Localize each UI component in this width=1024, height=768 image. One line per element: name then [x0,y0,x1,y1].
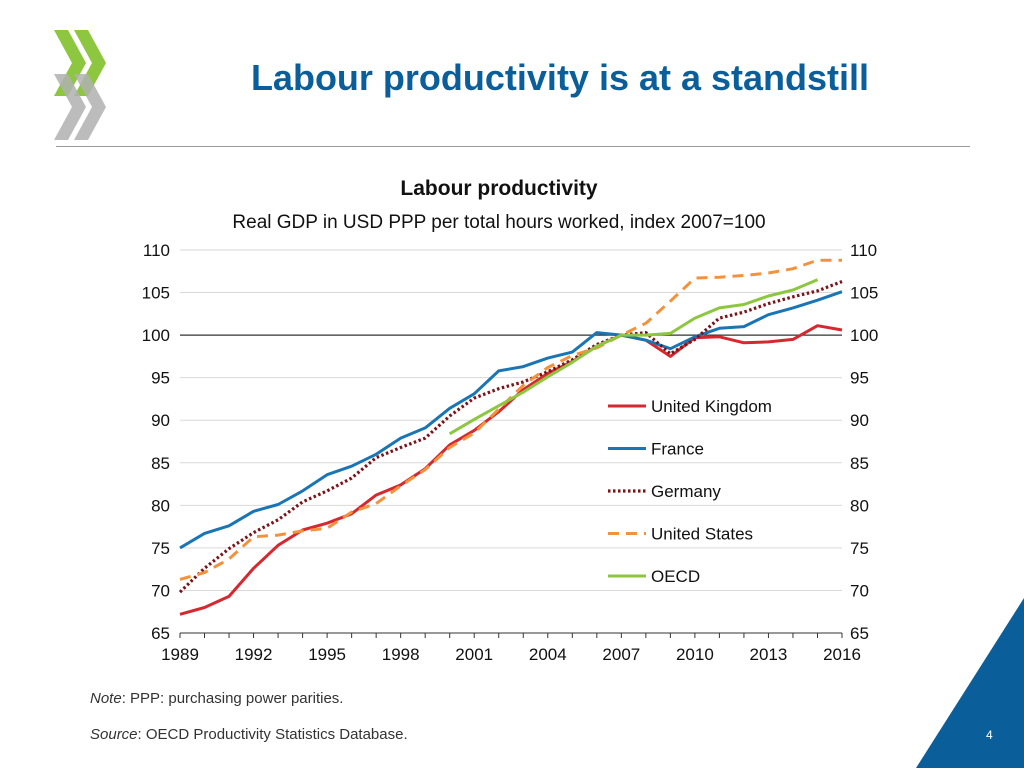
x-tick-label: 2001 [455,645,493,664]
footnote-note: Note: PPP: purchasing power parities. [90,690,343,707]
y-tick-label-left: 105 [142,284,170,303]
note-prefix: Note [90,690,122,707]
x-tick-label: 1995 [308,645,346,664]
x-tick-label: 2007 [602,645,640,664]
chart-title: Labour productivity [400,177,597,200]
legend-label: United Kingdom [651,397,772,416]
y-tick-label-left: 65 [151,624,170,643]
legend-label: France [651,440,704,459]
x-tick-label: 1992 [235,645,273,664]
y-tick-label-right: 90 [850,411,869,430]
source-text: : OECD Productivity Statistics Database. [137,726,408,743]
legend-label: OECD [651,567,700,586]
footnote-source: Source: OECD Productivity Statistics Dat… [90,726,408,743]
x-tick-label: 2010 [676,645,714,664]
y-tick-label-left: 90 [151,411,170,430]
y-tick-label-right: 85 [850,454,869,473]
series-line-france [179,290,843,550]
x-tick-label: 1989 [161,645,199,664]
y-tick-label-right: 105 [850,284,878,303]
corner-decoration [916,598,1024,768]
source-prefix: Source [90,726,138,743]
y-tick-label-right: 80 [850,496,869,515]
chart-subtitle: Real GDP in USD PPP per total hours work… [232,212,765,233]
y-tick-label-left: 95 [151,369,170,388]
labour-productivity-chart: Labour productivity Real GDP in USD PPP p… [142,177,879,664]
x-tick-label: 1998 [382,645,420,664]
note-text: : PPP: purchasing power parities. [121,690,344,707]
y-tick-label-left: 80 [151,496,170,515]
legend-label: Germany [651,482,721,501]
series-line-germany [178,280,843,594]
x-tick-label: 2016 [823,645,861,664]
oecd-chevrons-icon [54,30,106,140]
y-tick-label-right: 95 [850,369,869,388]
y-tick-label-left: 75 [151,539,170,558]
series-line-oecd [448,278,819,436]
y-tick-label-left: 85 [151,454,170,473]
y-tick-label-right: 75 [850,539,869,558]
x-tick-label: 2004 [529,645,567,664]
y-tick-label-left: 100 [142,326,170,345]
y-tick-label-right: 70 [850,581,869,600]
page-number: 4 [986,728,993,742]
oecd-logo-chevron-bottom [54,74,106,140]
slide-title: Labour productivity is at a standstill [250,57,870,98]
legend-label: United States [651,525,753,544]
y-tick-label-right: 110 [850,241,877,260]
title-divider [56,146,970,147]
y-tick-label-right: 100 [850,326,878,345]
y-tick-label-left: 110 [143,241,170,260]
y-tick-label-right: 65 [850,624,869,643]
x-tick-label: 2013 [750,645,788,664]
y-tick-label-left: 70 [151,581,170,600]
